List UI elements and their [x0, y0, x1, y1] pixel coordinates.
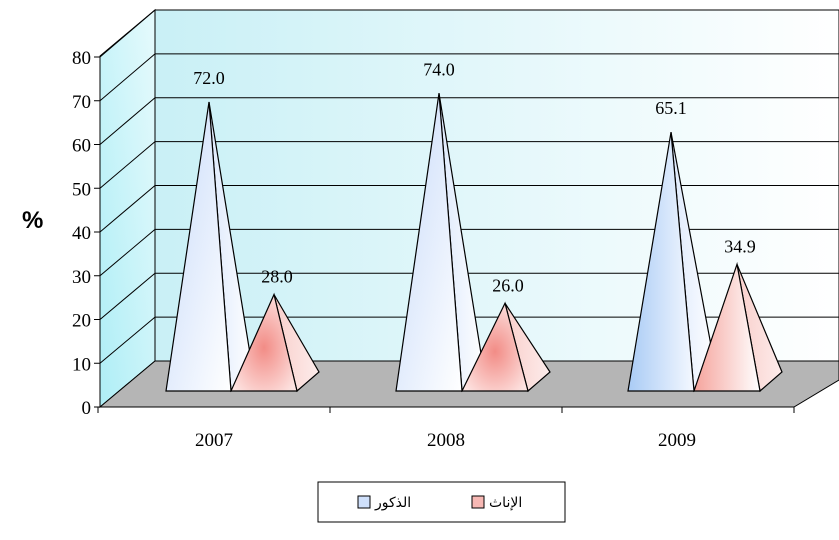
bar-female-2008-front-face	[461, 301, 529, 392]
y-tick-label: 70	[72, 92, 91, 113]
value-label-female-2009: 34.9	[724, 236, 756, 256]
gridline-side	[99, 228, 156, 277]
legend-label-female: الإناث	[489, 495, 522, 511]
gridline-side	[99, 316, 156, 364]
bar-male-2007-front-face	[165, 101, 232, 392]
gridline-side	[99, 97, 156, 145]
legend-label-male: الذكور	[374, 495, 411, 511]
data-labels: 72.0 28.0 74.0 26.0 65.1 34.9	[193, 59, 756, 295]
gridline-side	[99, 141, 156, 189]
bar-female-2008	[461, 301, 551, 393]
y-tick-label: 60	[72, 136, 91, 157]
y-tick-label: 20	[72, 311, 91, 332]
y-tick-label: 50	[72, 179, 91, 200]
legend-swatch-male	[357, 495, 371, 509]
y-axis-title: %	[22, 207, 43, 234]
x-tick-label-2008: 2008	[427, 430, 465, 451]
y-tick-label: 30	[72, 267, 91, 288]
y-tick-label: 10	[72, 354, 91, 375]
legend: الذكور الإناث	[317, 481, 566, 523]
bars	[165, 93, 783, 393]
bar-male-2009-front-face	[627, 132, 695, 392]
bar-male-2008-front-face	[395, 93, 463, 392]
legend-swatch-female	[471, 495, 485, 509]
value-label-male-2007: 72.0	[193, 68, 225, 88]
gridline-side	[99, 185, 156, 233]
x-tick-label-2009: 2009	[658, 430, 696, 451]
y-tick-label: 40	[72, 223, 91, 244]
bar-female-2009	[693, 261, 783, 393]
gridline-side	[99, 272, 156, 320]
y-tick-label: 80	[72, 48, 91, 69]
x-tick-label-2007: 2007	[195, 430, 233, 451]
gridline-side	[99, 53, 156, 102]
bar-male-2009	[627, 132, 717, 393]
bar-female-2007	[230, 292, 320, 393]
axes: 0 10 20 30 40 50 60 70 80 2007 2008 2009	[72, 48, 795, 451]
value-label-male-2008: 74.0	[423, 59, 455, 79]
bar-female-2009-front-face	[693, 261, 761, 392]
gridline-side	[99, 9, 156, 58]
bar-female-2007-front-face	[230, 292, 298, 392]
value-label-female-2007: 28.0	[261, 267, 293, 287]
value-label-male-2009: 65.1	[655, 98, 687, 118]
value-label-female-2008: 26.0	[492, 275, 524, 295]
y-tick-label: 0	[82, 398, 92, 419]
